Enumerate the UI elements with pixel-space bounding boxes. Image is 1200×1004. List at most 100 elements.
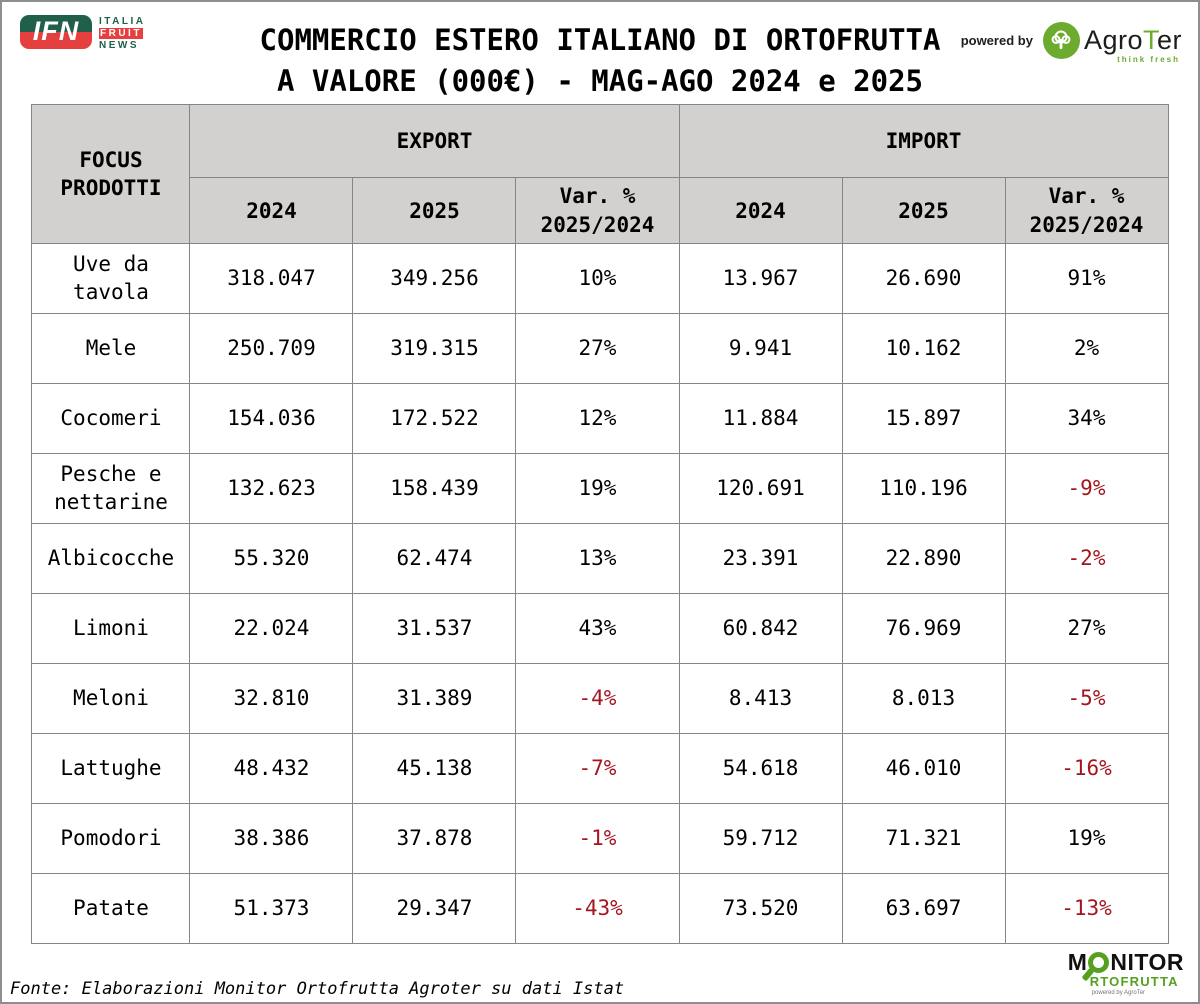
table-row: Lattughe 48.432 45.138 -7% 54.618 46.010 -16% [31,733,1169,804]
ifn-word-italia: ITALIA [99,16,146,27]
export-2024-cell: 250.709 [189,313,354,384]
product-name-cell: Meloni [31,663,191,734]
agroter-branding: powered by AgroTer think fresh [960,22,1182,64]
import-2025-cell: 46.010 [841,733,1006,804]
import-2024-cell: 11.884 [678,383,843,454]
table-row: Pomodori 38.386 37.878 -1% 59.712 71.321 19% [31,803,1169,874]
export-var-cell: 27% [515,313,680,384]
product-name-cell: Lattughe [31,733,191,804]
import-var-cell: 2% [1004,313,1169,384]
export-2025-cell: 45.138 [352,733,517,804]
table-row: Meloni 32.810 31.389 -4% 8.413 8.013 -5% [31,663,1169,734]
export-var-cell: -1% [515,803,680,874]
product-name-cell: Mele [31,313,191,384]
monitor-wordmark-line2: RTOFRUTTA [1089,974,1179,989]
import-var-cell: 91% [1004,243,1169,314]
export-2024-cell: 32.810 [189,663,354,734]
export-2025-cell: 349.256 [352,243,517,314]
source-note: Fonte: Elaborazioni Monitor Ortofrutta A… [10,979,625,999]
export-2025-cell: 29.347 [352,873,517,944]
import-2024-cell: 73.520 [678,873,843,944]
agroter-tree-icon [1042,22,1080,59]
import-var-cell: -13% [1004,873,1169,944]
import-2025-cell: 110.196 [841,453,1006,524]
powered-by-label: powered by [960,33,1033,48]
table-row: Pesche e nettarine 132.623 158.439 19% 120.6… [31,453,1169,524]
export-2025-cell: 172.522 [352,383,517,454]
column-header-export-2024: 2024 [189,177,354,244]
export-2024-cell: 22.024 [189,593,354,664]
page-footer: Fonte: Elaborazioni Monitor Ortofrutta A… [2,948,1198,1002]
import-2024-cell: 23.391 [678,523,843,594]
export-var-cell: -4% [515,663,680,734]
export-2024-cell: 48.432 [189,733,354,804]
export-2025-cell: 319.315 [352,313,517,384]
table-row: Cocomeri 154.036 172.522 12% 11.884 15.897 34% [31,383,1169,454]
page-title-line2: A VALORE (000€) - MAG-AGO 2024 e 2025 [276,64,923,99]
product-name-cell: Albicocche [31,523,191,594]
table-row: Patate 51.373 29.347 -43% 73.520 63.697 -13% [31,873,1169,944]
magnifier-icon [1081,952,1110,982]
export-2025-cell: 31.537 [352,593,517,664]
column-group-export: EXPORT [189,104,680,178]
import-2025-cell: 15.897 [841,383,1006,454]
export-var-cell: -7% [515,733,680,804]
ifn-word-news: NEWS [99,40,139,51]
export-var-cell: 43% [515,593,680,664]
import-2025-cell: 71.321 [841,803,1006,874]
export-2024-cell: 154.036 [189,383,354,454]
import-var-cell: 27% [1004,593,1169,664]
import-2024-cell: 59.712 [678,803,843,874]
page-title: COMMERCIO ESTERO ITALIANO DI ORTOFRUTTA … [2,2,1198,102]
monitor-ortofrutta-logo: M NITOR RTOFRUTTA powered by AgroTer [1068,951,1184,997]
export-2024-cell: 318.047 [189,243,354,314]
product-name-cell: Limoni [31,593,191,664]
ifn-logo: IFN ITALIA FRUIT NEWS [20,15,145,51]
import-var-cell: 19% [1004,803,1169,874]
column-header-export-2025: 2025 [352,177,517,244]
trade-table: FOCUS PRODOTTI EXPORT IMPORT 2024 2025 V… [31,104,1169,944]
import-2025-cell: 26.690 [841,243,1006,314]
export-var-cell: -43% [515,873,680,944]
product-name-cell: Pesche e nettarine [31,453,191,524]
agroter-tagline: think fresh [1117,55,1180,64]
export-var-cell: 12% [515,383,680,454]
export-2025-cell: 62.474 [352,523,517,594]
column-header-focus-prodotti: FOCUS PRODOTTI [31,104,191,244]
import-var-cell: -9% [1004,453,1169,524]
product-name-cell: Patate [31,873,191,944]
import-2025-cell: 10.162 [841,313,1006,384]
import-2025-cell: 63.697 [841,873,1006,944]
column-header-export-var: Var. % 2025/2024 [515,177,680,244]
export-2024-cell: 132.623 [189,453,354,524]
export-2024-cell: 51.373 [189,873,354,944]
product-name-cell: Cocomeri [31,383,191,454]
table-row: Albicocche 55.320 62.474 13% 23.391 22.890 -2% [31,523,1169,594]
import-var-cell: 34% [1004,383,1169,454]
ifn-word-fruit: FRUIT [99,28,143,39]
import-2025-cell: 22.890 [841,523,1006,594]
export-2025-cell: 158.439 [352,453,517,524]
column-group-import: IMPORT [678,104,1169,178]
table-row: Mele 250.709 319.315 27% 9.941 10.162 2% [31,313,1169,384]
import-var-cell: -2% [1004,523,1169,594]
product-name-cell: Pomodori [31,803,191,874]
ifn-logo-wordmark: ITALIA FRUIT NEWS [99,15,145,51]
import-2025-cell: 76.969 [841,593,1006,664]
import-var-cell: -16% [1004,733,1169,804]
agroter-wordmark: AgroTer [1083,25,1182,55]
agroter-logo: AgroTer think fresh [1042,22,1182,64]
export-2024-cell: 38.386 [189,803,354,874]
column-header-import-2025: 2025 [841,177,1006,244]
product-name-cell: Uve da tavola [31,243,191,314]
import-2024-cell: 54.618 [678,733,843,804]
column-header-import-var: Var. % 2025/2024 [1004,177,1169,244]
export-2025-cell: 37.878 [352,803,517,874]
table-row: Uve da tavola 318.047 349.256 10% 13.967 26.6… [31,243,1169,314]
monitor-wordmark-line1: M NITOR [1068,951,1184,982]
import-2024-cell: 9.941 [678,313,843,384]
import-var-cell: -5% [1004,663,1169,734]
monitor-powered-by: powered by AgroTer [1091,990,1146,996]
page-header: IFN ITALIA FRUIT NEWS COMMERCIO ESTERO I… [2,2,1198,104]
